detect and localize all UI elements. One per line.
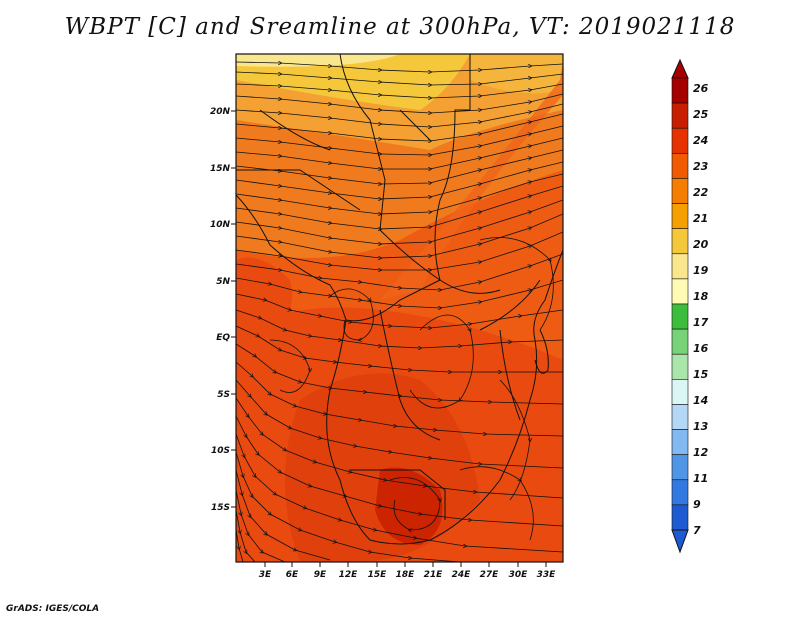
colorbar-label: 25 bbox=[693, 108, 709, 121]
colorbar-swatch bbox=[671, 353, 689, 380]
colorbar-label: 9 bbox=[693, 498, 701, 511]
lat-label: 10N bbox=[210, 220, 231, 230]
lon-label: 12E bbox=[339, 570, 359, 580]
lon-label: 15E bbox=[368, 570, 388, 580]
colorbar-swatch bbox=[671, 127, 689, 154]
colorbar-swatch bbox=[671, 303, 689, 330]
lon-label: 30E bbox=[509, 570, 529, 580]
colorbar-swatch bbox=[671, 504, 689, 531]
map-field bbox=[236, 54, 563, 562]
lon-label: 33E bbox=[537, 570, 557, 580]
map-title: WBPT [C] and Sreamline at 300hPa, VT: 20… bbox=[64, 14, 736, 40]
colorbar-swatch bbox=[671, 153, 689, 179]
lon-label: 6E bbox=[286, 570, 299, 580]
colorbar-label: 26 bbox=[693, 82, 709, 95]
colorbar-label: 23 bbox=[693, 160, 709, 173]
colorbar-label: 18 bbox=[693, 290, 709, 303]
colorbar-swatch bbox=[671, 328, 689, 355]
colorbar-label: 13 bbox=[693, 420, 709, 433]
colorbar-label: 19 bbox=[693, 264, 709, 277]
colorbar-up-arrow-icon bbox=[671, 58, 689, 79]
colorbar-swatch bbox=[671, 253, 689, 280]
colorbar-label: 24 bbox=[693, 134, 708, 147]
colorbar-label: 14 bbox=[693, 394, 708, 407]
lat-label: 5N bbox=[216, 277, 230, 287]
lon-label: 27E bbox=[480, 570, 500, 580]
lon-label: 9E bbox=[314, 570, 327, 580]
lat-label: 20N bbox=[210, 107, 231, 117]
colorbar-down-arrow-icon bbox=[671, 529, 689, 554]
colorbar-label: 15 bbox=[693, 368, 709, 381]
longitude-axis: 3E 6E 9E 12E 15E 18E 21E 24E 27E 30E 33E bbox=[259, 562, 556, 580]
colorbar-swatch bbox=[671, 479, 689, 506]
colorbar-label: 7 bbox=[693, 524, 701, 537]
latitude-axis: 20N 15N 10N 5N EQ 5S 10S 15S bbox=[210, 107, 236, 513]
lat-label: 15N bbox=[210, 164, 231, 174]
lon-label: 3E bbox=[259, 570, 272, 580]
colorbar-label: 20 bbox=[693, 238, 709, 251]
colorbar-label: 22 bbox=[693, 186, 709, 199]
colorbar-swatch bbox=[671, 228, 689, 255]
colorbar-swatch bbox=[671, 178, 689, 204]
colorbar-label: 17 bbox=[693, 316, 709, 329]
colorbar-swatch bbox=[671, 203, 689, 229]
colorbar-label: 16 bbox=[693, 342, 709, 355]
lat-label: 10S bbox=[211, 446, 230, 456]
lat-label: 15S bbox=[211, 503, 230, 513]
streamlines bbox=[236, 62, 563, 562]
lon-label: 18E bbox=[396, 570, 416, 580]
lon-label: 24E bbox=[452, 570, 472, 580]
map-frame bbox=[235, 53, 564, 563]
colorbar-swatch bbox=[671, 404, 689, 430]
colorbar-swatch bbox=[671, 429, 689, 455]
lon-label: 21E bbox=[424, 570, 444, 580]
lat-label: 5S bbox=[217, 390, 230, 400]
colorbar-label: 12 bbox=[693, 446, 709, 459]
colorbar-label: 11 bbox=[693, 472, 708, 485]
colorbar-swatch bbox=[671, 102, 689, 129]
colorbar-swatch bbox=[671, 379, 689, 405]
grads-credit: GrADS: IGES/COLA bbox=[6, 604, 100, 614]
colorbar: 26 25 24 23 22 21 20 19 18 17 16 15 14 1… bbox=[671, 58, 709, 554]
colorbar-label: 21 bbox=[693, 212, 708, 225]
colorbar-swatch bbox=[671, 278, 689, 305]
lat-label: EQ bbox=[216, 333, 230, 343]
colorbar-swatch bbox=[671, 77, 689, 104]
colorbar-swatch bbox=[671, 454, 689, 481]
